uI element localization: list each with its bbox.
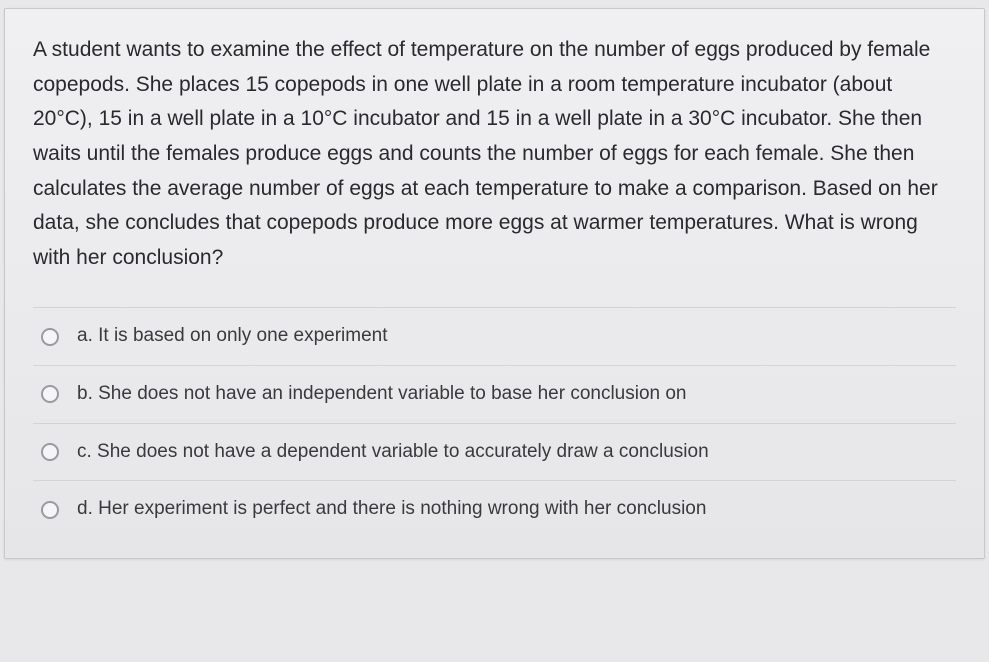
question-prompt: A student wants to examine the effect of… [33,33,956,275]
radio-icon[interactable] [41,501,59,519]
option-label: b. She does not have an independent vari… [77,381,687,408]
option-label: c. She does not have a dependent variabl… [77,439,709,466]
option-label: d. Her experiment is perfect and there i… [77,496,706,523]
option-label: a. It is based on only one experiment [77,323,388,350]
options-list: a. It is based on only one experiment b.… [33,307,956,537]
option-b[interactable]: b. She does not have an independent vari… [33,365,956,423]
option-a[interactable]: a. It is based on only one experiment [33,307,956,365]
radio-icon[interactable] [41,443,59,461]
option-c[interactable]: c. She does not have a dependent variabl… [33,423,956,481]
radio-icon[interactable] [41,328,59,346]
option-d[interactable]: d. Her experiment is perfect and there i… [33,480,956,538]
radio-icon[interactable] [41,385,59,403]
question-card: A student wants to examine the effect of… [4,8,985,559]
